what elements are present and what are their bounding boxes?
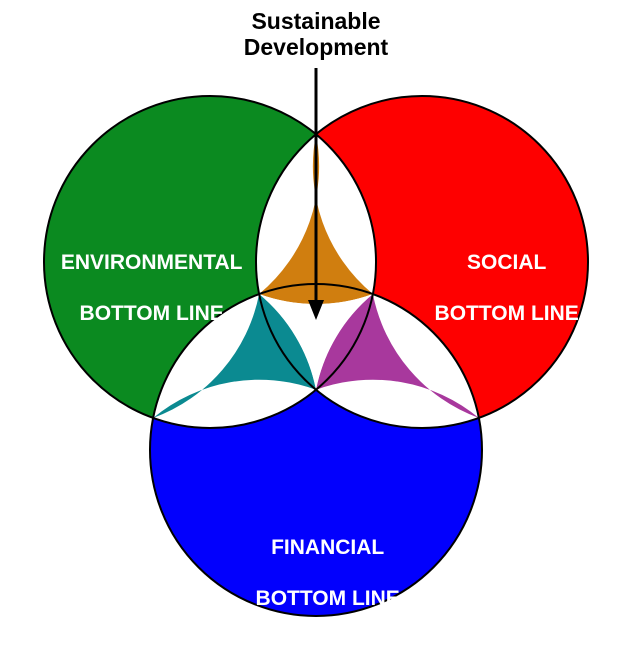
label-fin-line2: BOTTOM LINE: [256, 587, 400, 610]
label-env-line1: ENVIRONMENTAL: [61, 251, 243, 274]
label-soc-line1: SOCIAL: [467, 251, 546, 274]
label-env-line2: BOTTOM LINE: [80, 302, 224, 325]
label-social: SOCIAL BOTTOM LINE: [345, 225, 632, 351]
diagram-title: Sustainable Development: [0, 8, 632, 61]
venn-diagram: Sustainable Development ENVIRONMENTAL BO…: [0, 0, 632, 648]
label-soc-line2: BOTTOM LINE: [435, 302, 579, 325]
title-line-1: Sustainable: [251, 8, 380, 34]
label-fin-line1: FINANCIAL: [271, 536, 384, 559]
label-financial: FINANCIAL BOTTOM LINE: [166, 510, 466, 636]
title-line-2: Development: [244, 34, 388, 60]
label-environmental: ENVIRONMENTAL BOTTOM LINE: [0, 225, 290, 351]
